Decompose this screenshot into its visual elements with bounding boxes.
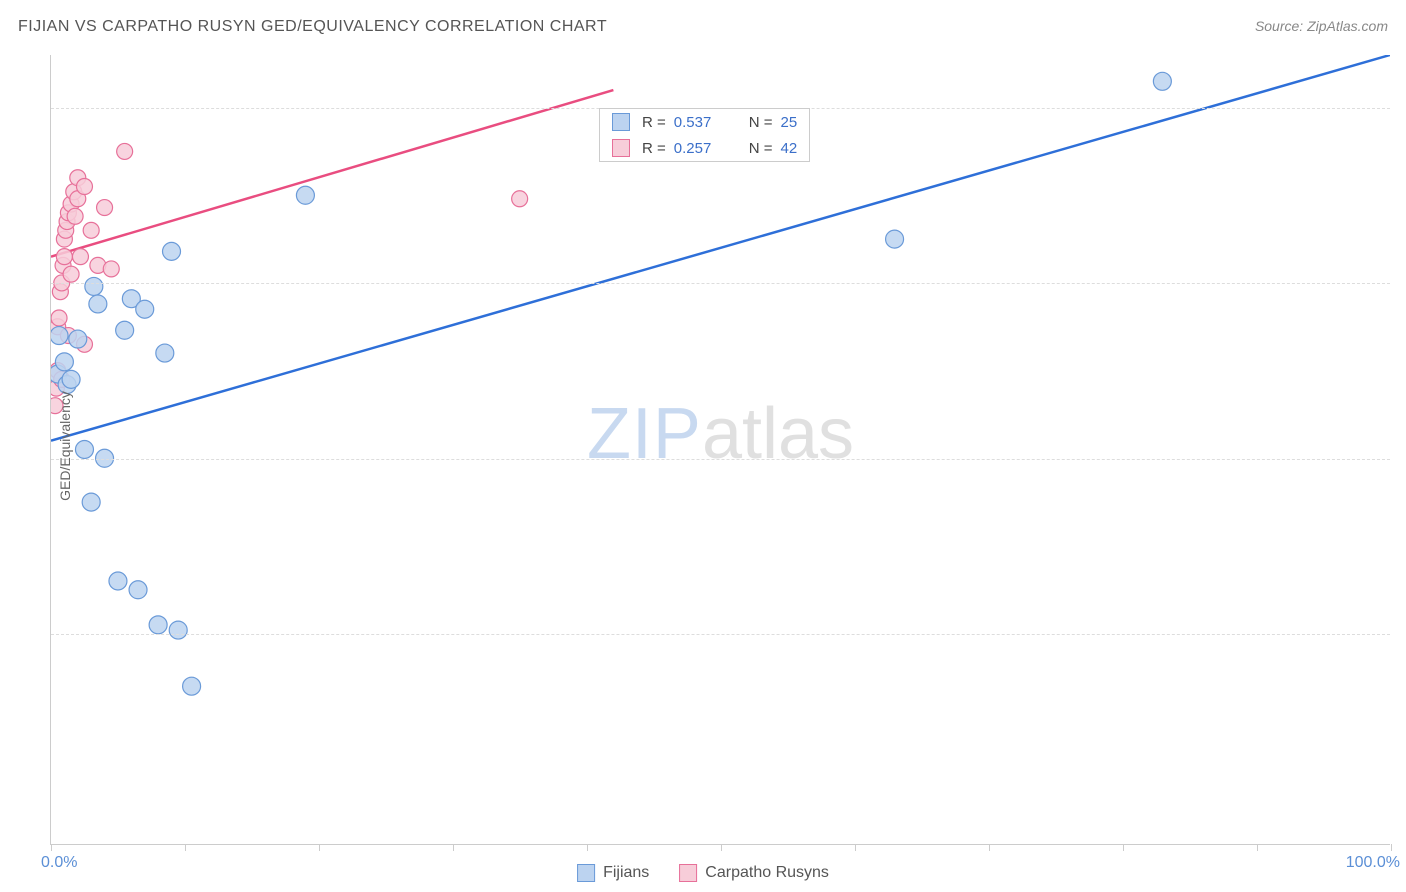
legend-swatch-rusyns-b xyxy=(679,864,697,882)
x-tick xyxy=(721,844,722,851)
data-point xyxy=(149,616,167,634)
data-point xyxy=(129,581,147,599)
x-tick xyxy=(1391,844,1392,851)
data-point xyxy=(886,230,904,248)
data-point xyxy=(1153,72,1171,90)
data-point xyxy=(69,330,87,348)
x-tick-label-min: 0.0% xyxy=(41,854,77,872)
data-point xyxy=(156,344,174,362)
data-point xyxy=(51,327,68,345)
x-tick xyxy=(51,844,52,851)
data-point xyxy=(296,186,314,204)
x-tick-label-max: 100.0% xyxy=(1346,854,1400,872)
legend-item-rusyns: Carpatho Rusyns xyxy=(679,864,829,882)
x-tick xyxy=(1257,844,1258,851)
legend-label-rusyns: Carpatho Rusyns xyxy=(705,864,829,882)
chart-container: FIJIAN VS CARPATHO RUSYN GED/EQUIVALENCY… xyxy=(0,0,1406,892)
data-point xyxy=(136,300,154,318)
n-value-fijians: 25 xyxy=(781,114,798,131)
data-point xyxy=(512,191,528,207)
r-value-rusyns: 0.257 xyxy=(674,140,729,157)
data-point xyxy=(85,277,103,295)
y-axis-label: GED/Equivalency xyxy=(57,391,73,501)
chart-title: FIJIAN VS CARPATHO RUSYN GED/EQUIVALENCY… xyxy=(18,18,607,36)
trend-line-carpatho-rusyns xyxy=(51,90,613,257)
r-value-fijians: 0.537 xyxy=(674,114,729,131)
scatter-svg xyxy=(51,55,1390,844)
data-point xyxy=(67,208,83,224)
data-point xyxy=(116,321,134,339)
legend-swatch-fijians xyxy=(612,113,630,131)
x-tick xyxy=(1123,844,1124,851)
legend-stats: R = 0.537 N = 25 R = 0.257 N = 42 xyxy=(599,108,810,162)
data-point xyxy=(169,621,187,639)
x-tick xyxy=(453,844,454,851)
data-point xyxy=(183,677,201,695)
x-tick xyxy=(587,844,588,851)
data-point xyxy=(117,143,133,159)
data-point xyxy=(76,179,92,195)
chart-source: Source: ZipAtlas.com xyxy=(1255,18,1388,34)
data-point xyxy=(51,310,67,326)
data-point xyxy=(62,370,80,388)
n-label: N = xyxy=(749,140,773,157)
data-point xyxy=(89,295,107,313)
data-point xyxy=(83,222,99,238)
legend-row-rusyns: R = 0.257 N = 42 xyxy=(600,135,809,161)
data-point xyxy=(103,261,119,277)
data-point xyxy=(97,200,113,216)
legend-item-fijians: Fijians xyxy=(577,864,649,882)
data-point xyxy=(63,266,79,282)
plot-area: ZIPatlas 70.0%80.0%90.0%100.0% 0.0% 100.… xyxy=(50,55,1390,845)
data-point xyxy=(75,441,93,459)
x-tick xyxy=(855,844,856,851)
gridline xyxy=(51,634,1390,635)
data-point xyxy=(56,249,72,265)
legend-series: Fijians Carpatho Rusyns xyxy=(577,864,829,882)
legend-swatch-rusyns xyxy=(612,139,630,157)
data-point xyxy=(72,249,88,265)
gridline xyxy=(51,283,1390,284)
r-label: R = xyxy=(642,140,666,157)
legend-row-fijians: R = 0.537 N = 25 xyxy=(600,109,809,135)
data-point xyxy=(109,572,127,590)
legend-label-fijians: Fijians xyxy=(603,864,649,882)
data-point xyxy=(55,353,73,371)
data-point xyxy=(82,493,100,511)
n-label: N = xyxy=(749,114,773,131)
r-label: R = xyxy=(642,114,666,131)
x-tick xyxy=(185,844,186,851)
legend-swatch-fijians-b xyxy=(577,864,595,882)
data-point xyxy=(163,242,181,260)
n-value-rusyns: 42 xyxy=(781,140,798,157)
gridline xyxy=(51,459,1390,460)
x-tick xyxy=(989,844,990,851)
x-tick xyxy=(319,844,320,851)
